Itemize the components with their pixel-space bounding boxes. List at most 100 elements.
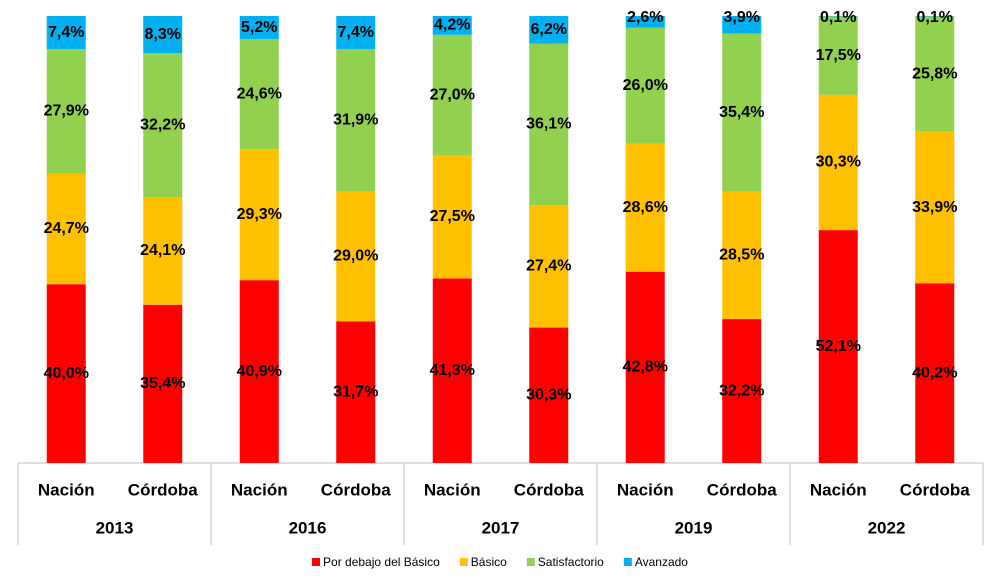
bar-segment <box>818 230 858 463</box>
value-label: 29,3% <box>237 206 282 223</box>
value-label: 32,2% <box>140 116 185 133</box>
bar-segment <box>529 16 569 44</box>
bar-segment <box>915 16 955 132</box>
value-label: 27,0% <box>430 86 475 103</box>
bar-segment <box>722 319 762 463</box>
legend-label: Por debajo del Básico <box>323 555 440 569</box>
group-label: 2019 <box>675 518 713 537</box>
value-label: 40,9% <box>237 363 282 380</box>
x-tick-label: Córdoba <box>514 480 584 499</box>
legend-label: Básico <box>471 555 507 569</box>
bar-segment <box>915 283 955 463</box>
bar-segment <box>432 16 472 35</box>
value-label: 33,9% <box>912 199 957 216</box>
bar-segment <box>143 197 183 305</box>
group-label: 2016 <box>289 518 327 537</box>
value-label: 40,2% <box>912 364 957 381</box>
bar-segment <box>625 143 665 272</box>
value-label: 4,2% <box>434 17 470 34</box>
value-label: 32,2% <box>719 382 764 399</box>
value-label: 35,4% <box>140 375 185 392</box>
value-label: 29,0% <box>333 248 378 265</box>
legend-swatch <box>623 558 632 566</box>
value-label: 52,1% <box>816 338 861 355</box>
value-label: 2,6% <box>627 9 663 26</box>
bar-segment <box>143 304 183 463</box>
x-tick-label: Córdoba <box>321 480 391 499</box>
value-label: 7,4% <box>338 24 374 41</box>
legend-label: Avanzado <box>635 555 688 569</box>
value-label: 3,9% <box>724 9 760 26</box>
legend-swatch <box>526 558 535 566</box>
bar-segment <box>46 16 86 50</box>
value-label: 42,8% <box>623 359 668 376</box>
bar-segment <box>529 43 569 206</box>
value-label: 6,2% <box>531 21 567 38</box>
value-label: 0,1% <box>917 9 953 26</box>
bar-segment <box>625 271 665 463</box>
bar-segment <box>239 280 279 463</box>
x-tick-label: Nación <box>231 480 288 499</box>
value-label: 25,8% <box>912 65 957 82</box>
bar-segment <box>432 278 472 463</box>
bar-segment <box>915 131 955 284</box>
value-label: 5,2% <box>241 19 277 36</box>
bar-segment <box>529 205 569 328</box>
value-label: 0,1% <box>820 9 856 26</box>
value-label: 24,7% <box>44 220 89 237</box>
bar-segment <box>722 33 762 192</box>
legend-swatch <box>312 558 321 566</box>
value-label: 17,5% <box>816 47 861 64</box>
bar-segment <box>336 321 376 463</box>
x-tick-label: Nación <box>810 480 867 499</box>
value-label: 40,0% <box>44 365 89 382</box>
bar-segment <box>143 53 183 198</box>
bar-segment <box>239 39 279 150</box>
bar-segment <box>46 173 86 285</box>
value-label: 31,7% <box>333 383 378 400</box>
legend-swatch <box>459 558 468 566</box>
bar-segment <box>239 16 279 40</box>
x-tick-label: Nación <box>424 480 481 499</box>
x-tick-label: Nación <box>38 480 95 499</box>
bar-segment <box>818 94 858 231</box>
value-label: 8,3% <box>145 26 181 43</box>
x-tick-label: Córdoba <box>707 480 777 499</box>
value-label: 41,3% <box>430 362 475 379</box>
value-label: 36,1% <box>526 116 571 133</box>
value-label: 27,9% <box>44 103 89 120</box>
bar-segment <box>722 16 762 34</box>
bar-segment <box>143 16 183 54</box>
value-label: 26,0% <box>623 77 668 94</box>
value-label: 31,9% <box>333 112 378 129</box>
bar-segment <box>625 16 665 28</box>
value-label: 7,4% <box>48 24 84 41</box>
bar-segment <box>529 327 569 463</box>
bar-segment <box>432 155 472 279</box>
x-tick-label: Córdoba <box>900 480 970 499</box>
bar-segment <box>239 149 279 281</box>
group-label: 2017 <box>482 518 520 537</box>
value-label: 28,5% <box>719 247 764 264</box>
value-label: 28,6% <box>623 199 668 216</box>
bar-segment <box>432 34 472 156</box>
bar-segment <box>46 49 86 174</box>
x-tick-label: Córdoba <box>128 480 198 499</box>
value-label: 24,6% <box>237 85 282 102</box>
bar-segment <box>625 27 665 144</box>
bar-segment <box>46 284 86 463</box>
x-tick-label: Nación <box>617 480 674 499</box>
bar-segment <box>336 49 376 192</box>
value-label: 30,3% <box>526 386 571 403</box>
bar-segment <box>336 16 376 50</box>
value-label: 30,3% <box>816 154 861 171</box>
value-label: 24,1% <box>140 242 185 259</box>
group-label: 2022 <box>868 518 906 537</box>
bar-segment <box>722 191 762 320</box>
legend-label: Satisfactorio <box>538 555 604 569</box>
bar-segment <box>818 16 858 95</box>
bar-segment <box>336 191 376 322</box>
group-label: 2013 <box>96 518 134 537</box>
value-label: 27,4% <box>526 258 571 275</box>
